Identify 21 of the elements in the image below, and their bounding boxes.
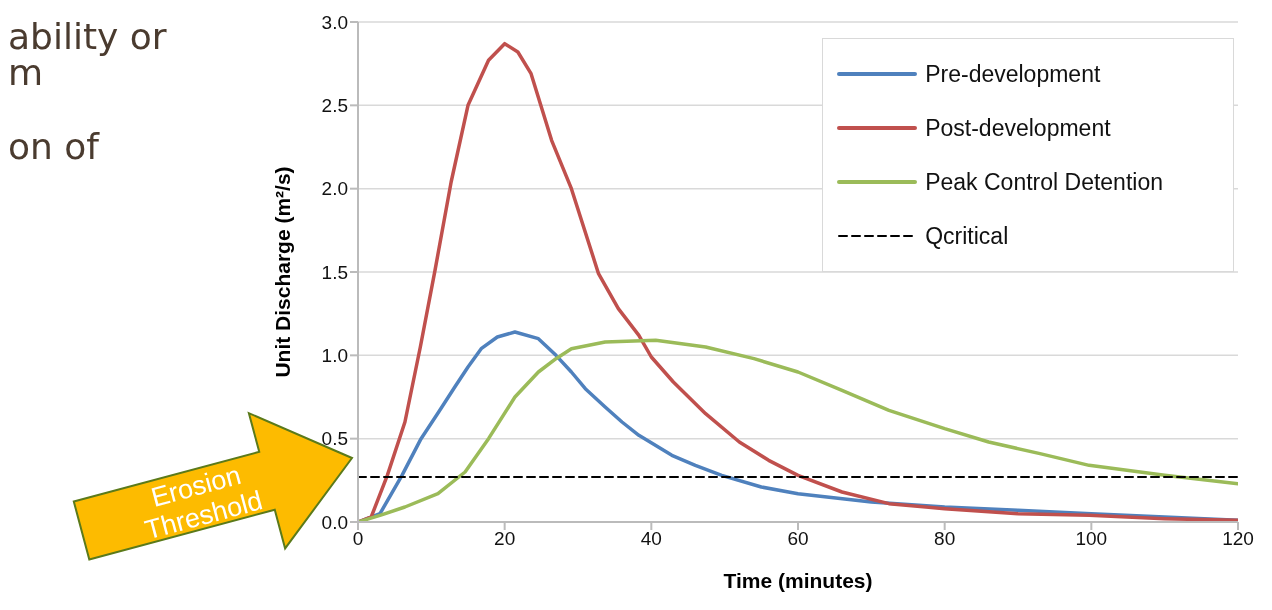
y-tick-label: 1.5 [321,261,348,283]
legend-label: Post-development [925,114,1111,142]
legend-label: Peak Control Detention [925,168,1163,196]
y-tick-label: 1.0 [321,345,348,367]
legend-label: Qcritical [925,222,1009,250]
x-tick-label: 0 [352,528,364,550]
y-tick-label: 2.5 [321,95,348,117]
x-tick-label: 60 [787,528,809,550]
y-tick-label: 0.5 [321,428,348,450]
y-tick-label: 0.0 [321,511,348,533]
y-tick-label: 2.0 [321,178,348,200]
x-tick-label: 100 [1075,528,1108,550]
y-tick-label: 3.0 [321,11,348,33]
x-tick-label: 20 [494,528,516,550]
x-tick-label: 40 [640,528,662,550]
y-axis-title: Unit Discharge (m²/s) [271,166,295,378]
text: on of [8,126,99,167]
legend-label: Pre-development [925,60,1101,88]
x-axis-title: Time (minutes) [723,569,873,592]
x-tick-label: 120 [1222,528,1254,550]
x-tick-label: 80 [934,528,956,550]
